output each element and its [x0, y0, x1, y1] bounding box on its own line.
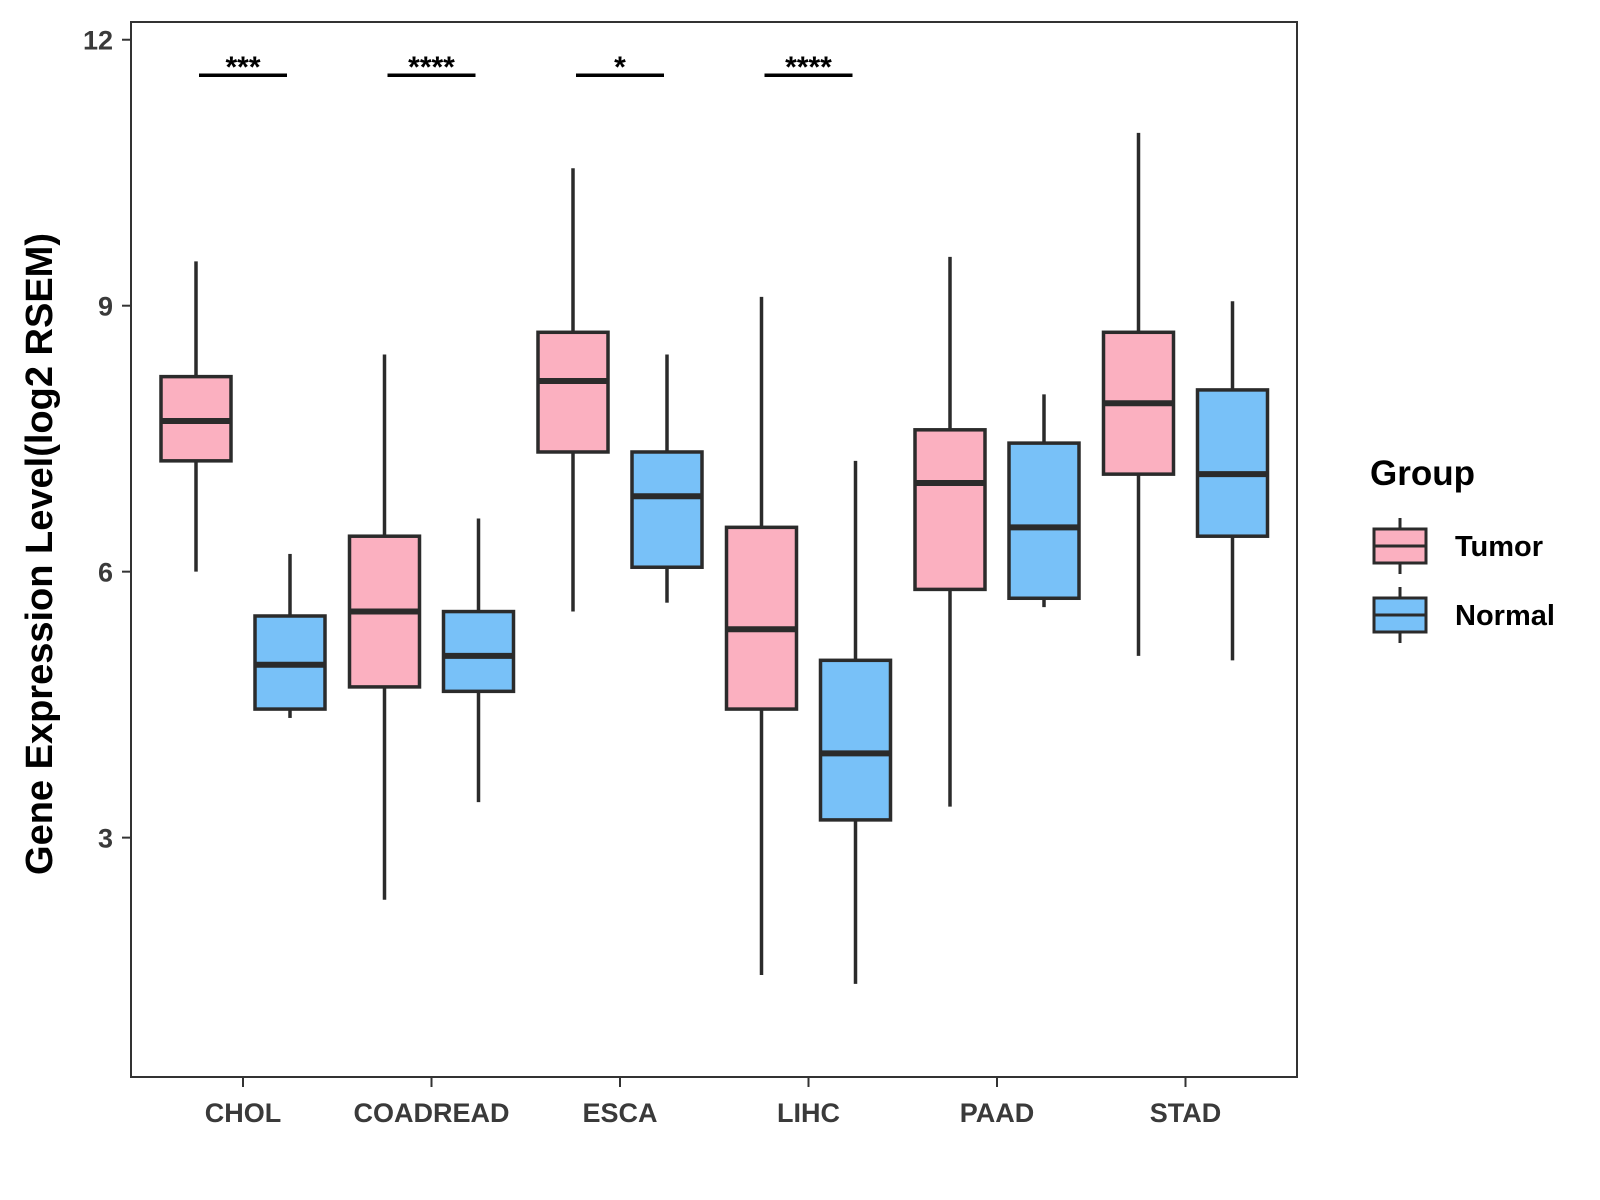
- normal-box: [1007, 441, 1081, 601]
- tumor-box: [536, 330, 610, 454]
- y-tick-label: 9: [98, 292, 113, 322]
- x-tick-label: LIHC: [777, 1098, 840, 1128]
- normal-box: [630, 450, 704, 569]
- tumor-box: [913, 428, 987, 592]
- panel-border: [130, 21, 1298, 1078]
- x-tick-label: COADREAD: [353, 1098, 509, 1128]
- x-tick-label: CHOL: [205, 1098, 282, 1128]
- legend: Group Tumor Normal: [1370, 454, 1555, 643]
- normal-box: [441, 609, 516, 694]
- y-axis-title: Gene Expression Level(log2 RSEM): [19, 233, 61, 875]
- normal-box: [1195, 388, 1270, 538]
- significance-label: *: [614, 51, 626, 84]
- x-tick-label: STAD: [1150, 1098, 1222, 1128]
- significance-label: ***: [225, 51, 260, 84]
- x-tick-label: PAAD: [960, 1098, 1035, 1128]
- normal-box: [818, 658, 893, 822]
- y-tick-label: 3: [98, 824, 113, 854]
- plot-area: *** **** * ****: [159, 51, 1270, 984]
- significance-label: ****: [408, 51, 455, 84]
- x-tick-label: ESCA: [582, 1098, 657, 1128]
- tumor-box: [724, 525, 799, 711]
- significance-label: ****: [785, 51, 832, 84]
- y-tick-label: 12: [83, 26, 113, 56]
- y-tick-label: 6: [98, 558, 113, 588]
- axes: 3 6 9 12 CHOL COADREAD ESCA LIHC PAAD STAD: [83, 21, 1298, 1128]
- legend-title: Group: [1370, 454, 1475, 493]
- legend-label-normal: Normal: [1455, 600, 1555, 632]
- legend-label-tumor: Tumor: [1455, 531, 1543, 563]
